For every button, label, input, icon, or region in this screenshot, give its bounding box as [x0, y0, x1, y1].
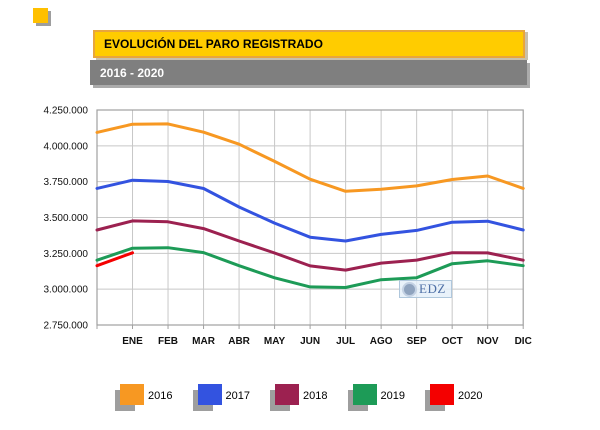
y-axis-label: 3.000.000 [44, 285, 89, 296]
y-axis-label: 4.000.000 [44, 141, 89, 152]
x-axis-label: MAY [264, 336, 286, 347]
legend-item-2017: 2017 [192, 384, 271, 412]
x-axis-label: AGO [370, 336, 393, 347]
legend-item-2019: 2019 [347, 384, 426, 412]
legend-color-swatch-2020 [430, 384, 454, 405]
series-line-2019 [95, 246, 525, 289]
edz-watermark-text: EDZ [419, 281, 446, 296]
x-axis-label: ABR [228, 336, 250, 347]
x-axis-label: NOV [477, 336, 499, 347]
y-axis-label: 3.750.000 [44, 177, 89, 188]
y-axis-label: 3.250.000 [44, 249, 89, 260]
x-axis-label: OCT [442, 336, 463, 347]
y-axis-label: 3.500.000 [44, 213, 89, 224]
legend-color-swatch-2018 [275, 384, 299, 405]
corner-decoration-square [33, 8, 48, 23]
chart-legend: 2016 2017 2018 2019 2020 [115, 384, 503, 412]
x-axis-label: JUL [336, 336, 355, 347]
x-axis-label: MAR [192, 336, 216, 347]
y-axis-label: 2.750.000 [44, 321, 89, 332]
edz-watermark: EDZ [399, 280, 452, 298]
edz-logo-circle-icon [402, 281, 417, 297]
legend-label: 2016 [148, 390, 173, 402]
series-line-2020 [95, 251, 134, 268]
legend-label: 2019 [380, 390, 405, 402]
legend-color-swatch-2019 [352, 384, 377, 405]
chart-subtitle: 2016 - 2020 [100, 65, 165, 80]
y-axis-label: 4.250.000 [44, 106, 89, 117]
series-line-2018 [95, 219, 525, 272]
x-axis-label: DIC [515, 336, 532, 347]
legend-label: 2020 [458, 390, 483, 402]
x-axis-label: ENE [122, 336, 143, 347]
chart-title: EVOLUCIÓN DEL PARO REGISTRADO [104, 37, 323, 51]
series-line-2017 [95, 178, 525, 243]
legend-item-2020: 2020 [425, 384, 503, 412]
chart-title-bar: EVOLUCIÓN DEL PARO REGISTRADO [93, 30, 525, 58]
chart-subtitle-bar: 2016 - 2020 [90, 60, 527, 85]
legend-label: 2018 [303, 390, 328, 402]
legend-label: 2017 [225, 390, 250, 402]
legend-color-swatch-2016 [120, 384, 144, 405]
legend-item-2018: 2018 [270, 384, 348, 412]
x-axis-label: FEB [158, 336, 178, 347]
series-line-2016 [95, 122, 525, 193]
x-axis-label: JUN [300, 336, 320, 347]
legend-item-2016: 2016 [115, 384, 193, 412]
legend-color-swatch-2017 [197, 384, 222, 405]
x-axis-label: SEP [407, 336, 427, 347]
